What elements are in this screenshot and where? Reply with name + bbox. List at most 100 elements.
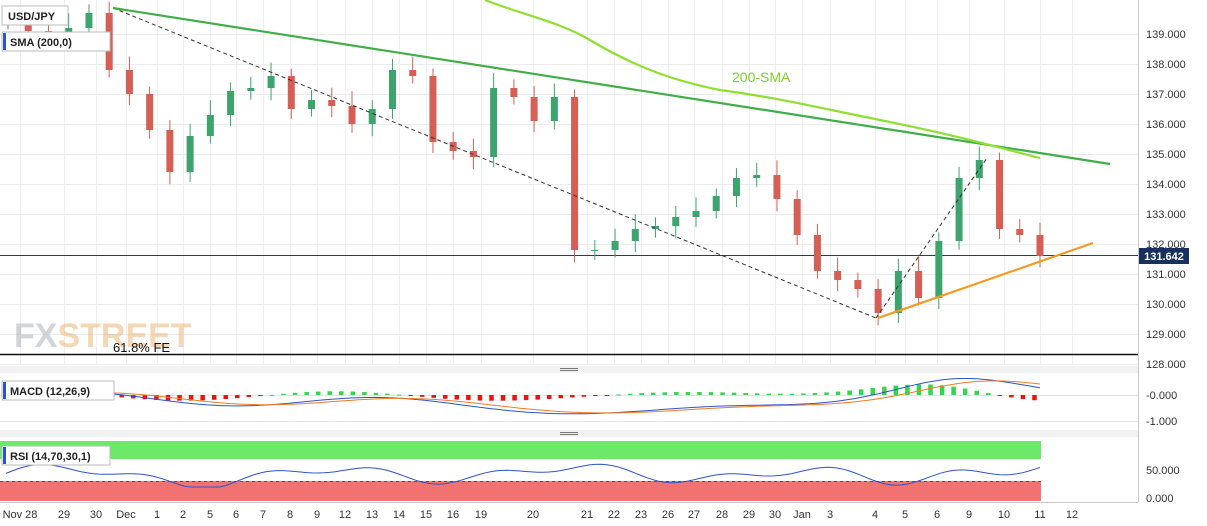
dashed-fe-leg-line[interactable] <box>875 157 988 319</box>
date-tick-label: 26 <box>662 509 674 521</box>
candle <box>773 160 781 212</box>
date-tick-label: Nov 28 <box>3 509 38 521</box>
date-tick-label: 6 <box>233 509 239 521</box>
pane-separator-macd[interactable] <box>0 366 1138 373</box>
macd-bar <box>396 394 402 396</box>
candle <box>368 100 376 137</box>
candle <box>409 56 417 84</box>
candle <box>753 162 761 187</box>
candle <box>550 83 558 130</box>
macd-bar <box>593 395 598 396</box>
date-tick-label: 29 <box>58 509 70 521</box>
watermark-logo: FXSTREET <box>14 317 192 355</box>
macd-bar <box>211 395 217 400</box>
macd-bar <box>362 392 367 395</box>
dashed-downtrend-line[interactable] <box>112 7 877 319</box>
date-tick-label: 5 <box>207 509 213 521</box>
candle <box>571 89 579 263</box>
macd-bar <box>500 395 506 401</box>
pane-separator-rsi[interactable] <box>0 430 1138 437</box>
date-tick-label: 6 <box>934 509 940 521</box>
macd-bar <box>523 395 529 401</box>
rsi-label[interactable]: RSI (14,70,30,1) <box>1 445 111 466</box>
macd-bar <box>627 393 633 395</box>
macd-bar <box>986 393 991 395</box>
macd-bar <box>292 392 298 395</box>
date-tick-label: 13 <box>366 509 378 521</box>
candle <box>267 62 275 101</box>
candle <box>388 58 396 119</box>
macd-bar <box>443 395 448 399</box>
macd-pane <box>0 374 1138 430</box>
date-tick-label: 20 <box>527 509 539 521</box>
candle <box>308 90 316 117</box>
macd-bar <box>674 392 679 395</box>
splitter-grip-icon[interactable] <box>560 368 578 371</box>
macd-bar <box>339 391 344 395</box>
candle <box>348 91 356 133</box>
macd-bar <box>223 395 229 400</box>
macd-bar <box>858 389 864 395</box>
macd-bar <box>119 395 125 398</box>
macd-bar <box>616 394 621 396</box>
macd-bar <box>916 384 922 395</box>
date-tick-label: 30 <box>769 509 781 521</box>
macd-line <box>5 378 1041 415</box>
sma-label: 200-SMA <box>732 69 791 85</box>
candle <box>247 76 255 100</box>
svg-text:SMA (200,0): SMA (200,0) <box>10 37 72 49</box>
candle <box>206 100 214 144</box>
macd-bar <box>835 391 841 395</box>
macd-bar <box>269 394 275 396</box>
candle <box>328 87 336 118</box>
date-tick-label: 27 <box>688 509 700 521</box>
date-tick-label: 2 <box>180 509 186 521</box>
macd-bar <box>535 395 540 400</box>
candle <box>652 217 660 238</box>
date-tick-label: 21 <box>581 509 593 521</box>
macd-bar <box>431 395 436 398</box>
splitter-grip-icon[interactable] <box>560 432 578 435</box>
macd-bar <box>304 392 309 395</box>
support-trendline[interactable] <box>877 241 1094 320</box>
macd-bar <box>408 395 413 396</box>
sma-indicator-label[interactable]: SMA (200,0) <box>1 31 111 52</box>
candle <box>692 197 700 227</box>
macd-bar <box>731 392 737 395</box>
date-tick-label: 28 <box>716 509 728 521</box>
macd-bar <box>962 388 968 395</box>
date-tick-label: 9 <box>314 509 320 521</box>
macd-bar <box>789 393 795 395</box>
macd-bar <box>477 395 483 401</box>
date-tick-label: 9 <box>966 509 972 521</box>
date-tick-label: 11 <box>1034 509 1045 521</box>
macd-bar <box>258 395 263 396</box>
candle <box>955 166 963 250</box>
macd-bar <box>604 395 610 396</box>
candle <box>894 258 902 323</box>
symbol-label[interactable]: USD/JPY <box>1 5 69 26</box>
macd-label[interactable]: MACD (12,26,9) <box>1 380 115 401</box>
macd-tick-label: -1.000 <box>1146 416 1177 428</box>
macd-bar <box>766 393 772 395</box>
date-tick-label: 5 <box>902 509 908 521</box>
date-tick-label: 30 <box>90 509 102 521</box>
macd-bar <box>847 390 852 395</box>
date-tick-label: 15 <box>420 509 432 521</box>
macd-bar <box>177 395 182 401</box>
main-pane <box>0 0 1138 365</box>
price-axis: 139.000 138.000 137.000 136.000 135.000 134.0… <box>1146 29 1186 371</box>
price-tick-label: 135.000 <box>1146 149 1186 161</box>
macd-bar <box>1009 395 1014 398</box>
candle <box>672 205 680 239</box>
resistance-trendline[interactable] <box>112 6 1111 166</box>
macd-bar <box>315 391 321 395</box>
candle <box>591 240 599 260</box>
candle <box>854 272 862 298</box>
svg-text:131.642: 131.642 <box>1144 251 1184 263</box>
date-tick-label: 1 <box>154 509 160 521</box>
macd-bar <box>350 391 356 395</box>
sma-200-line[interactable] <box>484 0 1041 160</box>
date-tick-label: 4 <box>872 509 878 521</box>
candle <box>834 257 842 292</box>
